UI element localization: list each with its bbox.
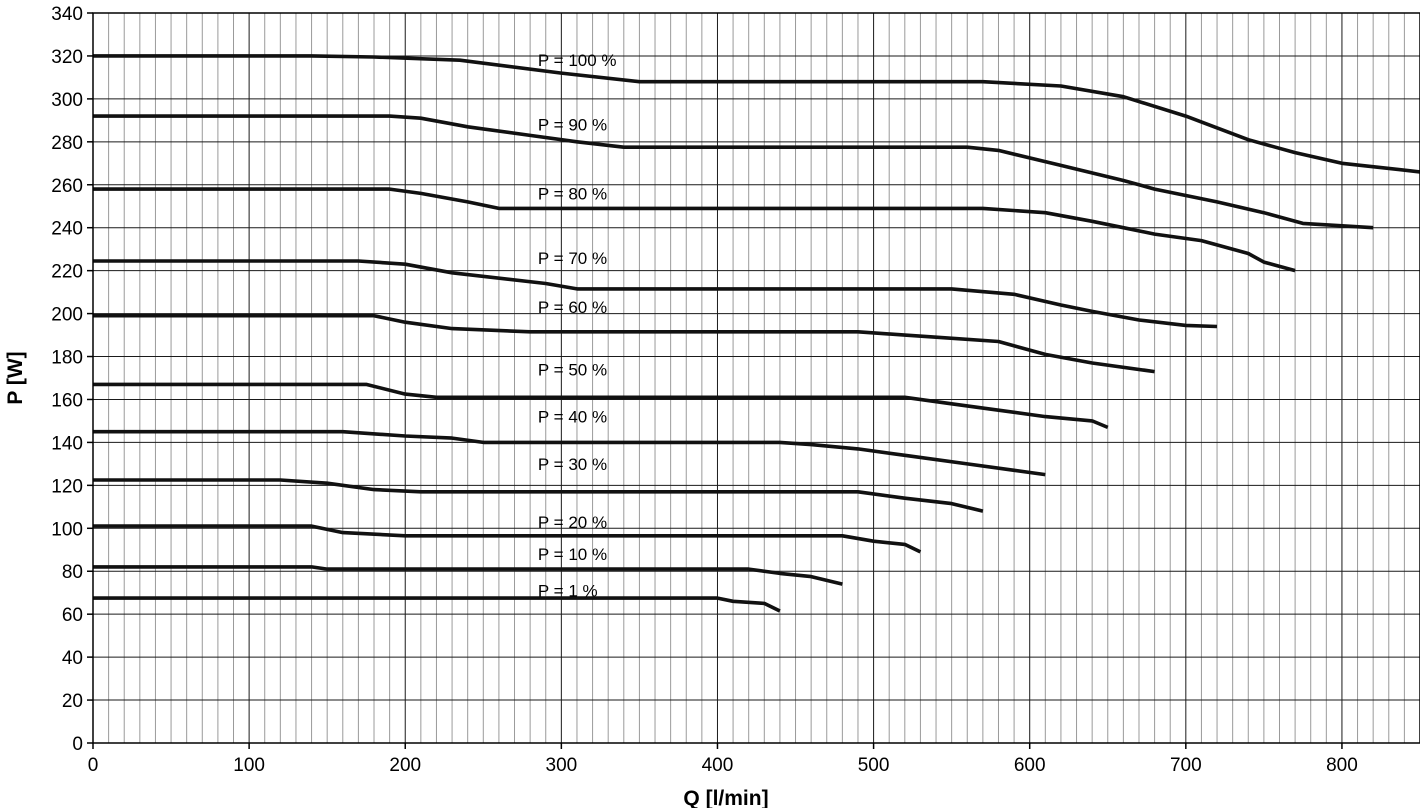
series-line (93, 478, 984, 513)
series-line (93, 382, 1109, 430)
y-tick-label: 20 (62, 691, 83, 712)
x-tick-label: 400 (702, 755, 734, 776)
series-label: P = 20 % (538, 513, 607, 532)
series-line (93, 114, 1374, 230)
y-tick-label: 160 (51, 390, 83, 411)
series-label: P = 10 % (538, 545, 607, 564)
series-label: P = 90 % (538, 116, 607, 135)
y-tick-label: 60 (62, 605, 83, 626)
series-label: P = 1 % (538, 582, 598, 601)
series-label: P = 50 % (538, 360, 607, 379)
y-tick-label: 0 (72, 734, 83, 755)
x-tick-label: 500 (858, 755, 890, 776)
series-line (93, 54, 1420, 174)
y-axis-title: P [W] (4, 351, 27, 404)
series-label: P = 70 % (538, 249, 607, 268)
y-axis-ticks: 0 20 40 60 80 100 120 140 160 180 200 220 240 260 280 3… (51, 4, 93, 755)
series-label: P = 80 % (538, 184, 607, 203)
x-tick-label: 0 (88, 755, 99, 776)
series-line (93, 187, 1296, 273)
x-axis-ticks: 0 100 200 300 400 500 600 700 800 (88, 743, 1358, 776)
series-group: P = 100 % P = 90 % P = 80 % P = 70 % P = 60 … (93, 51, 1420, 613)
series-line (93, 313, 1155, 374)
x-axis-title: Q [l/min] (683, 787, 768, 808)
y-tick-label: 240 (51, 219, 83, 240)
series-line (93, 524, 922, 554)
y-tick-label: 40 (62, 648, 83, 669)
y-tick-label: 300 (51, 90, 83, 111)
y-tick-label: 120 (51, 476, 83, 497)
series-line (93, 565, 843, 586)
x-tick-label: 800 (1326, 755, 1358, 776)
series-label: P = 100 % (538, 51, 617, 70)
y-tick-label: 200 (51, 305, 83, 326)
y-tick-label: 80 (62, 562, 83, 583)
series-line (93, 259, 1218, 329)
x-tick-label: 300 (546, 755, 578, 776)
series-line (93, 429, 1046, 477)
series-label: P = 30 % (538, 455, 607, 474)
y-tick-label: 320 (51, 47, 83, 68)
series-label: P = 60 % (538, 298, 607, 317)
y-tick-label: 140 (51, 433, 83, 454)
series-line (93, 596, 781, 613)
y-tick-label: 180 (51, 348, 83, 369)
series-label: P = 40 % (538, 408, 607, 427)
y-tick-label: 260 (51, 176, 83, 197)
y-tick-label: 220 (51, 262, 83, 283)
x-tick-label: 200 (389, 755, 421, 776)
plot-frame (92, 12, 1420, 744)
x-tick-label: 600 (1014, 755, 1046, 776)
x-tick-label: 700 (1170, 755, 1202, 776)
x-tick-label: 100 (233, 755, 265, 776)
y-tick-label: 340 (51, 4, 83, 25)
y-tick-label: 280 (51, 133, 83, 154)
grid (92, 12, 1420, 744)
y-tick-label: 100 (51, 519, 83, 540)
